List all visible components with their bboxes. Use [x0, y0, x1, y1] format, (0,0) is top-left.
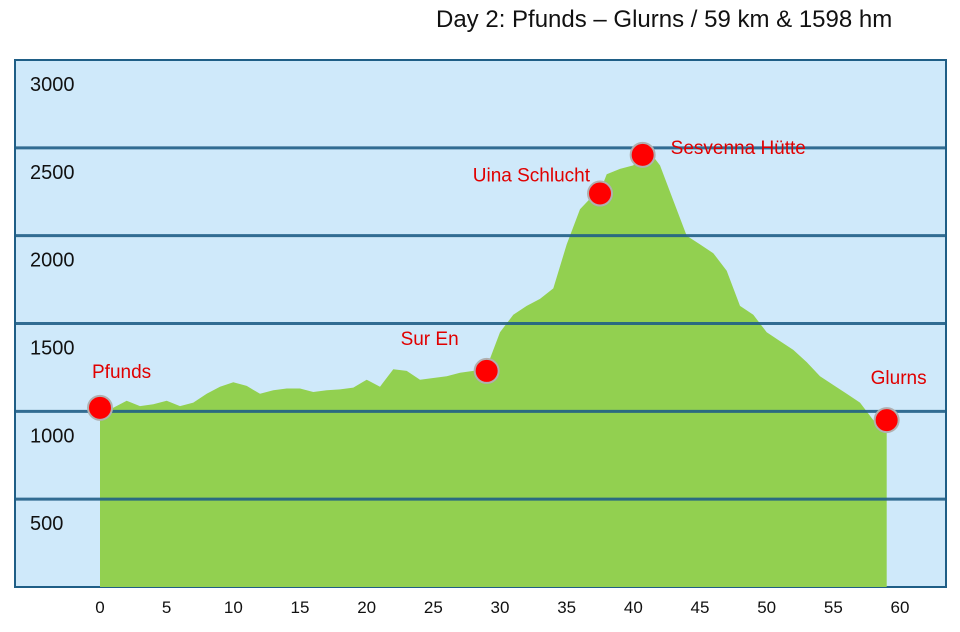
- chart-title: Day 2: Pfunds – Glurns / 59 km & 1598 hm: [436, 6, 893, 33]
- x-tick-label: 0: [95, 598, 104, 617]
- waypoint-label: Glurns: [871, 368, 927, 389]
- band-2500-3000: [15, 60, 946, 148]
- y-tick-label: 500: [30, 513, 63, 535]
- band-1500-2000: [15, 235, 946, 324]
- waypoint-marker: [473, 357, 500, 384]
- x-tick-label: 55: [824, 598, 843, 617]
- x-tick-label: 15: [291, 598, 310, 617]
- x-tick-label: 25: [424, 598, 443, 617]
- waypoint-label: Sur En: [401, 329, 459, 350]
- waypoint-marker: [587, 180, 613, 207]
- x-tick-label: 20: [357, 598, 376, 617]
- waypoint-marker: [629, 141, 656, 168]
- x-tick-labels: 0 5 10 15 20 25 30 35 40 45 50 55 60: [95, 598, 909, 617]
- x-tick-label: 5: [162, 598, 171, 617]
- y-tick-label: 1000: [30, 425, 75, 447]
- y-tick-label: 1500: [30, 338, 75, 360]
- y-tick-label: 2500: [30, 162, 75, 184]
- x-tick-label: 40: [624, 598, 643, 617]
- y-tick-labels: 500 1000 1500 2000 2500 3000: [30, 74, 75, 535]
- x-tick-label: 30: [491, 598, 510, 617]
- waypoint-label: Sesvenna Hütte: [671, 138, 806, 159]
- y-tick-label: 3000: [30, 74, 75, 96]
- x-tick-label: 45: [691, 598, 710, 617]
- waypoint-markers: [87, 141, 900, 434]
- x-tick-label: 10: [224, 598, 243, 617]
- band-2000-2500: [15, 147, 946, 236]
- y-tick-label: 2000: [30, 250, 75, 272]
- waypoint-marker: [873, 407, 900, 434]
- waypoint-labels: Pfunds Sur En Uina Schlucht Sesvenna Hütte G…: [92, 138, 927, 389]
- x-tick-label: 60: [891, 598, 910, 617]
- waypoint-marker: [87, 394, 113, 421]
- x-tick-label: 50: [757, 598, 776, 617]
- y-grid-lines: [15, 146, 946, 501]
- x-tick-label: 35: [557, 598, 576, 617]
- waypoint-label: Uina Schlucht: [473, 166, 591, 187]
- waypoint-label: Pfunds: [92, 362, 151, 383]
